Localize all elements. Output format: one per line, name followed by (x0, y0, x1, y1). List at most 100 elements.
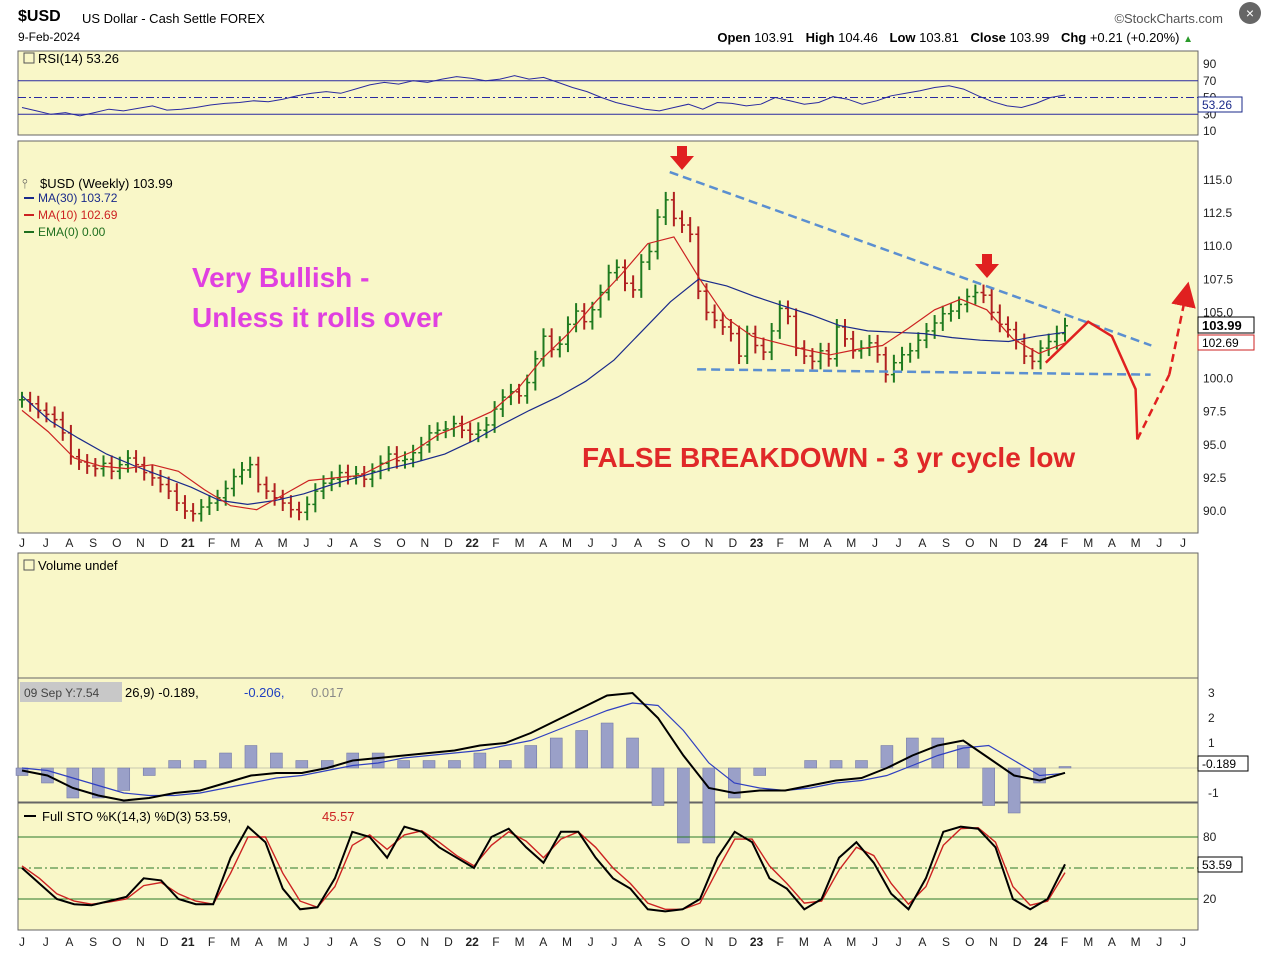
bottom-x-label: A (350, 935, 358, 949)
price-x-label: A (255, 536, 263, 550)
sto-d-value: 45.57 (322, 809, 355, 824)
macd-histogram-bar (982, 767, 995, 806)
macd-histogram-bar (499, 760, 512, 769)
volume-panel (17, 552, 1199, 679)
price-x-label: J (19, 536, 25, 550)
macd-histogram-bar (880, 745, 894, 769)
bottom-x-label: 23 (750, 935, 764, 949)
bottom-x-label: S (89, 935, 97, 949)
bottom-x-label: F (1061, 935, 1068, 949)
macd-values: 26,9) -0.189, (125, 685, 199, 700)
macd-tick-label: 2 (1208, 711, 1215, 725)
macd-histogram-bar (677, 767, 690, 844)
rsi-tick-label: 70 (1203, 74, 1217, 88)
sto-tick-label: 20 (1203, 892, 1217, 906)
macd-histogram-bar (549, 737, 563, 769)
high-label: High (805, 30, 835, 45)
bottom-x-label: A (65, 935, 73, 949)
price-panel (17, 140, 1199, 534)
ma-value-text: 102.69 (1202, 336, 1239, 350)
annotation-bullish-1: Very Bullish - (192, 262, 369, 293)
bottom-x-label: J (303, 935, 309, 949)
price-x-label: J (1156, 536, 1162, 550)
price-x-label: A (350, 536, 358, 550)
macd-histogram-bar (295, 760, 309, 769)
macd-histogram-bar (600, 722, 614, 769)
price-x-label: A (65, 536, 73, 550)
ma10-line (21, 236, 1066, 511)
resistance-trendline (669, 170, 1152, 347)
price-x-label: M (846, 536, 856, 550)
price-tick-label: 107.5 (1203, 272, 1233, 286)
macd-histogram-bar (219, 752, 232, 769)
price-x-label: F (208, 536, 215, 550)
bottom-x-label: A (634, 935, 642, 949)
price-x-label: A (918, 536, 926, 550)
support-trendline (697, 368, 1151, 376)
price-x-label: O (681, 536, 690, 550)
rsi-value-text: 53.26 (1202, 98, 1232, 112)
price-x-label: D (444, 536, 453, 550)
price-x-label: J (896, 536, 902, 550)
close-icon[interactable]: × (1239, 2, 1261, 24)
price-x-label: J (588, 536, 594, 550)
bottom-x-label: M (562, 935, 572, 949)
price-x-label: 21 (181, 536, 195, 550)
price-tick-label: 100.0 (1203, 372, 1233, 386)
price-x-label: 24 (1034, 536, 1048, 550)
macd-tick-label: 1 (1208, 736, 1215, 750)
macd-histogram-bar (956, 745, 970, 769)
sto-title-text: Full STO %K(14,3) %D(3) 53.59, (42, 809, 231, 824)
macd-histogram-bar (448, 760, 461, 769)
price-x-label: 22 (466, 536, 480, 550)
price-x-label: M (799, 536, 809, 550)
bottom-x-label: O (112, 935, 121, 949)
symbol: $USD (18, 8, 61, 25)
macd-signal-value: -0.206, (244, 685, 284, 700)
macd-histogram-bar (66, 767, 80, 799)
open-value: 103.91 (754, 30, 794, 45)
price-tick-label: 110.0 (1203, 239, 1232, 253)
bottom-x-label: 21 (181, 935, 195, 949)
macd-histogram-bar (1058, 766, 1072, 769)
bottom-x-label: J (327, 935, 333, 949)
macd-histogram-bar (626, 737, 639, 769)
price-x-label: N (705, 536, 714, 550)
macd-tooltip: 09 Sep Y:7.54 (24, 686, 100, 700)
bottom-x-label: A (539, 935, 547, 949)
macd-line (21, 691, 1066, 802)
price-x-label: S (373, 536, 381, 550)
price-x-label: J (1180, 536, 1186, 550)
bottom-x-label: F (492, 935, 499, 949)
bottom-x-label: J (1156, 935, 1162, 949)
bottom-x-label: 22 (466, 935, 480, 949)
price-tick-label: 115.0 (1203, 173, 1232, 187)
price-x-label: O (396, 536, 405, 550)
price-x-label: N (420, 536, 429, 550)
macd-histogram-bar (702, 767, 716, 844)
price-value-tag: 103.99 (1197, 316, 1255, 334)
price-tick-label: 90.0 (1203, 504, 1227, 518)
macd-title: 09 Sep Y:7.54 26,9) -0.189, -0.206, 0.01… (20, 682, 344, 702)
bottom-x-label: A (824, 935, 832, 949)
ema-legend: EMA(0) 0.00 (38, 225, 106, 239)
bottom-x-label: J (896, 935, 902, 949)
bottom-x-label: M (230, 935, 240, 949)
bottom-x-label: A (255, 935, 263, 949)
bottom-x-label: J (1180, 935, 1186, 949)
price-x-label: S (89, 536, 97, 550)
price-x-label: A (634, 536, 642, 550)
ma10-legend: MA(10) 102.69 (38, 208, 118, 222)
price-x-label: F (1061, 536, 1068, 550)
price-x-label: O (112, 536, 121, 550)
up-triangle-icon: ▲ (1183, 34, 1193, 45)
bottom-x-label: S (373, 935, 381, 949)
bottom-x-label: M (1131, 935, 1141, 949)
macd-histogram-bar (117, 767, 131, 791)
rsi-title-text: RSI(14) 53.26 (38, 51, 119, 66)
rsi-title: RSI(14) 53.26 (23, 51, 119, 66)
price-x-label: J (43, 536, 49, 550)
open-label: Open (717, 30, 751, 45)
bottom-x-label: O (681, 935, 690, 949)
